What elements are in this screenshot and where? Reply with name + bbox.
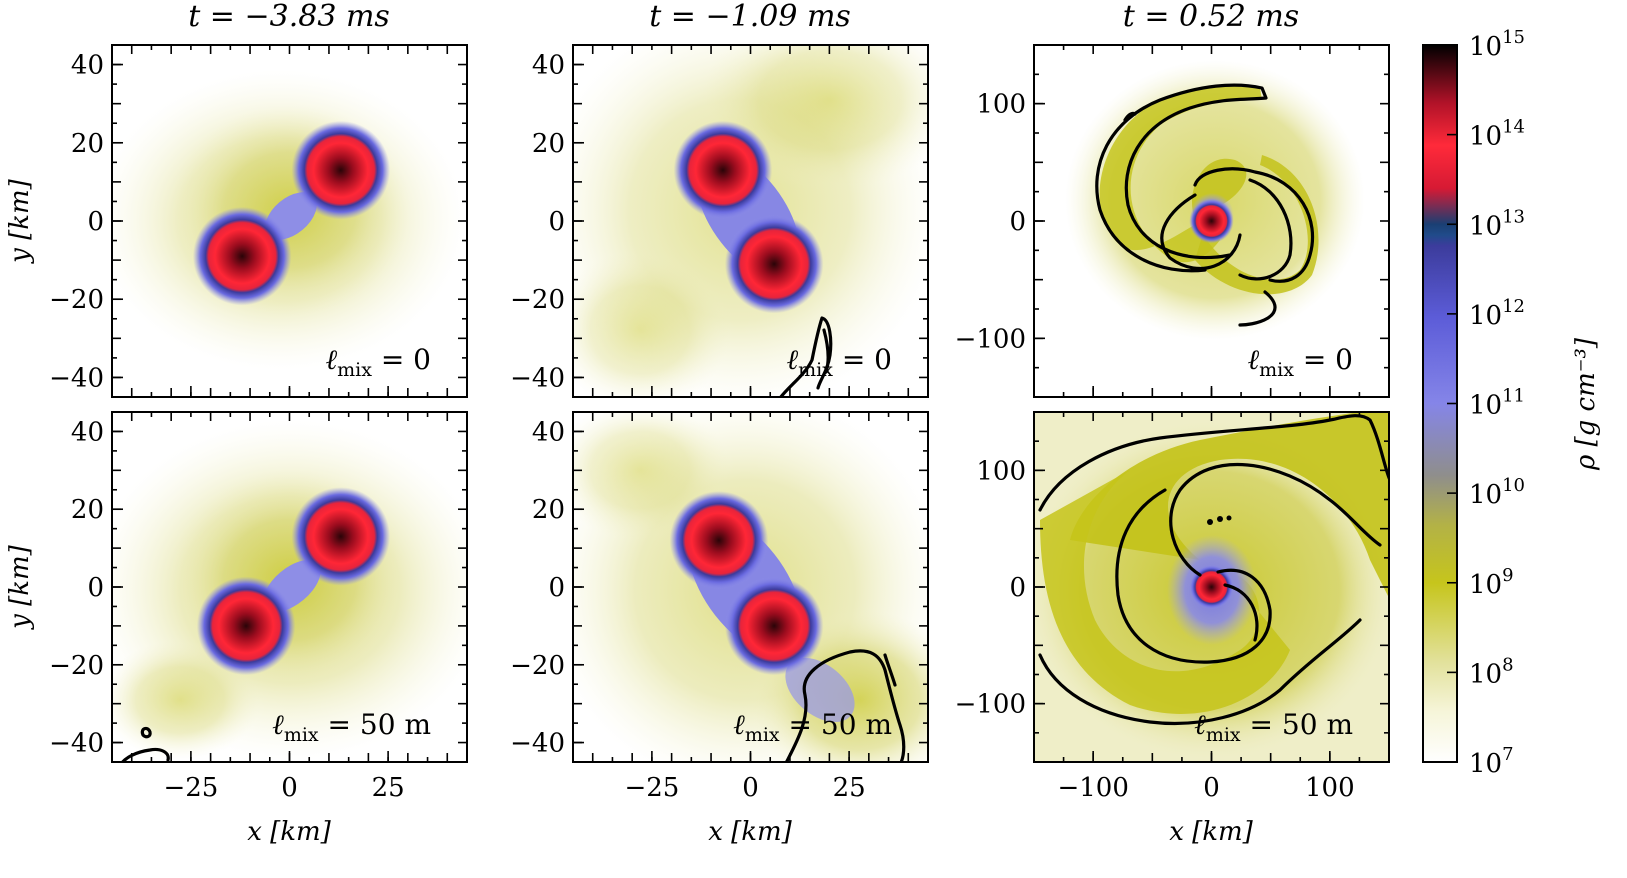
neutron-star — [673, 120, 773, 220]
y-tick-label: 0 — [1009, 573, 1026, 603]
density-contour — [1038, 414, 1389, 577]
density-contour — [120, 747, 170, 762]
y-tick-label: 20 — [532, 129, 565, 159]
annotations: ℓmix = 0 ℓmix = 0 ℓmix = 0 ℓmix = 50 m ℓmix … — [272, 343, 1353, 746]
y-tick-label: 0 — [548, 207, 565, 237]
colorbar: 107 108 109 1010 1011 1012 1013 1014 1015 ρ [g c… — [1422, 27, 1601, 779]
y-tick-label: 40 — [71, 51, 104, 81]
x-tick-label: −100 — [1057, 773, 1128, 803]
y-tick-label: −20 — [510, 285, 565, 315]
y-tick-label: 20 — [532, 495, 565, 525]
colorbar-tick-label: 107 — [1469, 744, 1514, 779]
x-tick-label: 25 — [833, 773, 866, 803]
x-tick-label: 25 — [372, 773, 405, 803]
x-axis-label: x [km] — [1169, 817, 1253, 847]
neutron-star — [724, 576, 824, 676]
neutron-star — [192, 206, 292, 306]
y-tick-label: −20 — [510, 651, 565, 681]
density-contour — [1115, 488, 1272, 664]
y-tick-label: 0 — [548, 573, 565, 603]
x-tick-label: 100 — [1305, 773, 1355, 803]
colorbar-tick-label: 1011 — [1469, 386, 1525, 421]
panel-annotation: ℓmix = 50 m — [1194, 708, 1353, 746]
colorbar-label: ρ [g cm⁻³] — [1571, 337, 1601, 471]
x-tick-label: −25 — [163, 773, 218, 803]
y-tick-label: 40 — [532, 51, 565, 81]
spiral-arm — [1070, 412, 1389, 598]
density-contour — [1217, 516, 1223, 522]
panel-r1-c2 — [1033, 411, 1390, 763]
y-tick-label: 0 — [1009, 207, 1026, 237]
panel-r1-c1 — [572, 411, 929, 763]
y-tick-label: −40 — [510, 729, 565, 759]
tick-marks — [111, 44, 1390, 763]
colorbar-tick-label: 1010 — [1469, 475, 1525, 510]
x-axis-label: x [km] — [247, 817, 331, 847]
colorbar-tick-label: 109 — [1469, 565, 1514, 600]
column-title: t = −1.09 ms — [649, 0, 851, 34]
y-tick-label: −40 — [510, 363, 565, 393]
density-contour — [784, 649, 906, 762]
spiral-arm — [1040, 470, 1290, 714]
panel-r0-c0 — [111, 44, 468, 398]
tidal-tail — [785, 657, 855, 723]
panel-annotation: ℓmix = 0 — [325, 343, 431, 381]
y-tick-label: 20 — [71, 129, 104, 159]
colorbar-ticks: 107 108 109 1010 1011 1012 1013 1014 1015 — [1447, 27, 1525, 779]
ejecta-halo — [573, 250, 730, 397]
y-tick-label: 40 — [532, 417, 565, 447]
colorbar-tick-label: 1013 — [1469, 206, 1525, 241]
y-tick-label: 100 — [976, 90, 1026, 120]
neutron-star — [669, 491, 769, 590]
density-contour — [140, 726, 152, 739]
density-contour — [1193, 167, 1315, 327]
merger-remnant — [1189, 198, 1234, 244]
density-contour — [1207, 519, 1213, 525]
y-tick-label: −100 — [955, 324, 1026, 354]
panel-r0-c1 — [572, 44, 929, 398]
y-tick-label: 100 — [976, 456, 1026, 486]
panel-annotation: ℓmix = 50 m — [733, 708, 892, 746]
y-tick-label: −20 — [49, 285, 104, 315]
x-tick-label: 0 — [742, 773, 759, 803]
colorbar-tick-label: 1012 — [1469, 296, 1525, 331]
x-tick-label: 0 — [281, 773, 298, 803]
colorbar-tick-label: 108 — [1469, 654, 1514, 689]
neutron-star — [196, 576, 296, 676]
panel-annotation: ℓmix = 0 — [1247, 343, 1353, 381]
panel-annotation: ℓmix = 0 — [786, 343, 892, 381]
neutron-star — [724, 214, 824, 314]
density-contour — [1226, 515, 1232, 521]
y-tick-label: −40 — [49, 729, 104, 759]
colorbar-tick-label: 1014 — [1469, 117, 1525, 152]
column-title: t = 0.52 ms — [1123, 0, 1299, 34]
y-axis-label: y [km] — [5, 178, 35, 264]
density-contour — [1038, 618, 1362, 726]
neutron-star — [291, 120, 391, 220]
colorbar-tick-label: 1015 — [1469, 27, 1525, 62]
density-contour — [778, 316, 833, 397]
y-tick-label: −20 — [49, 651, 104, 681]
tick-labels: −40 −20 0 20 40 −40 −20 0 20 40 −25 0 25 −40 −20 0 20 40 −… — [49, 51, 1355, 803]
x-axis-label: x [km] — [708, 817, 792, 847]
y-tick-label: −40 — [49, 363, 104, 393]
column-title: t = −3.83 ms — [188, 0, 390, 34]
x-tick-label: 0 — [1203, 773, 1220, 803]
y-tick-label: 20 — [71, 495, 104, 525]
panel-r1-c0 — [111, 411, 468, 763]
y-axis-label: y [km] — [5, 544, 35, 630]
y-tick-label: −100 — [955, 690, 1026, 720]
y-tick-label: 0 — [87, 207, 104, 237]
y-tick-label: 0 — [87, 573, 104, 603]
x-tick-label: −25 — [624, 773, 679, 803]
spiral-arm — [1099, 85, 1262, 263]
density-contour — [1095, 83, 1268, 273]
y-tick-label: 40 — [71, 417, 104, 447]
neutron-star — [291, 487, 391, 586]
density-contour — [1123, 111, 1137, 122]
panel-annotation: ℓmix = 50 m — [272, 708, 431, 746]
